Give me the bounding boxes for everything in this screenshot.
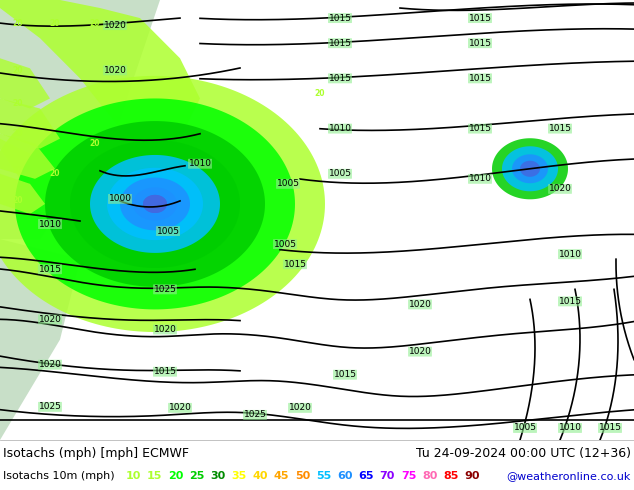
Text: 20: 20 xyxy=(13,196,23,205)
Text: 1010: 1010 xyxy=(328,124,351,133)
Text: 1015: 1015 xyxy=(469,124,491,133)
Polygon shape xyxy=(120,177,190,230)
Text: 1020: 1020 xyxy=(39,360,61,369)
Text: 80: 80 xyxy=(422,471,437,481)
Text: 1010: 1010 xyxy=(469,174,491,183)
Text: 1015: 1015 xyxy=(559,297,581,306)
Text: 1020: 1020 xyxy=(39,315,61,324)
Text: 90: 90 xyxy=(465,471,480,481)
Text: 70: 70 xyxy=(380,471,395,481)
Text: 45: 45 xyxy=(274,471,289,481)
Text: 1015: 1015 xyxy=(469,74,491,83)
Polygon shape xyxy=(0,98,60,148)
Polygon shape xyxy=(0,76,325,332)
Polygon shape xyxy=(0,139,160,259)
Text: 1015: 1015 xyxy=(328,39,351,48)
Text: 20: 20 xyxy=(314,89,325,98)
Text: 1020: 1020 xyxy=(169,403,191,413)
Polygon shape xyxy=(0,0,160,239)
Text: 75: 75 xyxy=(401,471,417,481)
Text: 1020: 1020 xyxy=(103,21,126,29)
Text: 55: 55 xyxy=(316,471,332,481)
Text: 1010: 1010 xyxy=(559,423,581,433)
Text: 1015: 1015 xyxy=(153,367,176,376)
Polygon shape xyxy=(520,161,540,177)
Polygon shape xyxy=(70,140,240,268)
Text: 20: 20 xyxy=(49,170,60,178)
Text: 60: 60 xyxy=(337,471,353,481)
Text: 20: 20 xyxy=(90,139,100,148)
Text: 1010: 1010 xyxy=(188,159,212,168)
Text: 50: 50 xyxy=(295,471,310,481)
Text: 35: 35 xyxy=(231,471,247,481)
Text: 1010: 1010 xyxy=(559,250,581,259)
Text: 20: 20 xyxy=(13,166,23,175)
Text: 1015: 1015 xyxy=(469,14,491,23)
Polygon shape xyxy=(0,0,200,159)
Polygon shape xyxy=(143,195,167,213)
Polygon shape xyxy=(107,168,203,240)
Text: 1025: 1025 xyxy=(243,411,266,419)
Text: 1015: 1015 xyxy=(283,260,306,269)
Text: 1015: 1015 xyxy=(333,370,356,379)
Polygon shape xyxy=(90,155,220,253)
Text: 20: 20 xyxy=(90,19,100,27)
Polygon shape xyxy=(143,195,167,213)
Text: 1015: 1015 xyxy=(598,423,621,433)
Text: 65: 65 xyxy=(358,471,374,481)
Polygon shape xyxy=(0,174,45,214)
Text: @weatheronline.co.uk: @weatheronline.co.uk xyxy=(507,471,631,481)
Text: 20: 20 xyxy=(13,129,23,138)
Text: Isotachs 10m (mph): Isotachs 10m (mph) xyxy=(3,471,115,481)
Text: 25: 25 xyxy=(189,471,204,481)
Text: 1000: 1000 xyxy=(108,195,131,203)
Text: 1015: 1015 xyxy=(328,14,351,23)
Text: 1020: 1020 xyxy=(548,184,571,194)
Text: 20: 20 xyxy=(13,19,23,27)
Text: 40: 40 xyxy=(252,471,268,481)
Text: 15: 15 xyxy=(146,471,162,481)
Text: 1005: 1005 xyxy=(276,179,299,188)
Text: Tu 24-09-2024 00:00 UTC (12+36): Tu 24-09-2024 00:00 UTC (12+36) xyxy=(416,446,631,460)
Text: 1020: 1020 xyxy=(408,300,432,309)
Text: 1020: 1020 xyxy=(103,66,126,75)
Text: 1015: 1015 xyxy=(39,265,61,274)
Polygon shape xyxy=(502,147,558,191)
Text: 20: 20 xyxy=(49,19,60,27)
Polygon shape xyxy=(0,134,55,179)
Text: 1005: 1005 xyxy=(157,226,179,236)
Text: 20: 20 xyxy=(168,471,183,481)
Polygon shape xyxy=(0,239,80,440)
Text: 20: 20 xyxy=(13,66,23,75)
Text: Isotachs (mph) [mph] ECMWF: Isotachs (mph) [mph] ECMWF xyxy=(3,446,189,460)
Polygon shape xyxy=(492,138,568,199)
Text: 1015: 1015 xyxy=(328,74,351,83)
Polygon shape xyxy=(15,98,295,309)
Polygon shape xyxy=(45,121,265,287)
Text: 30: 30 xyxy=(210,471,226,481)
Text: 1015: 1015 xyxy=(469,39,491,48)
Polygon shape xyxy=(0,58,50,108)
Text: 1025: 1025 xyxy=(39,402,61,412)
Text: 20: 20 xyxy=(13,99,23,108)
Text: 1005: 1005 xyxy=(514,423,536,433)
Text: 85: 85 xyxy=(443,471,458,481)
Text: 10: 10 xyxy=(126,471,141,481)
Polygon shape xyxy=(512,154,548,183)
Text: 1005: 1005 xyxy=(328,170,351,178)
Text: 1020: 1020 xyxy=(288,403,311,413)
Text: 1015: 1015 xyxy=(548,124,571,133)
Text: 1010: 1010 xyxy=(39,220,61,228)
Text: 1005: 1005 xyxy=(273,240,297,248)
Text: 1020: 1020 xyxy=(408,347,432,356)
Polygon shape xyxy=(133,187,177,220)
Text: 1025: 1025 xyxy=(153,285,176,294)
Text: 1020: 1020 xyxy=(153,325,176,334)
